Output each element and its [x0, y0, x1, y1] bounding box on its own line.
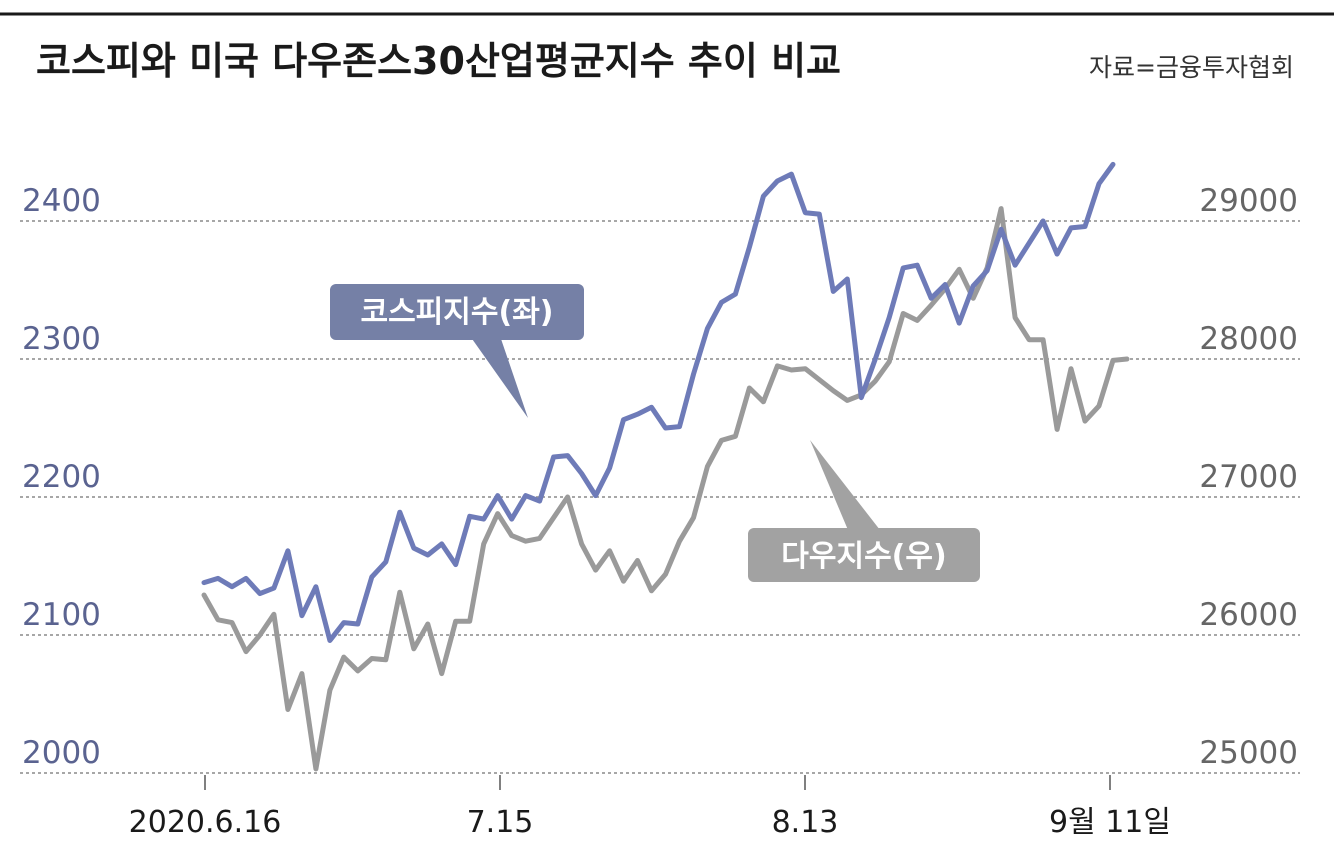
- callout-kospi: 코스피지수(좌): [330, 284, 584, 418]
- series-layer: [201, 161, 1130, 772]
- callout-dow-box: [748, 528, 980, 582]
- chart-title: 코스피와 미국 다우존스30산업평균지수 추이 비교: [36, 39, 841, 83]
- right-tick-label: 27000: [1199, 459, 1298, 495]
- right-tick-label: 26000: [1199, 597, 1298, 633]
- callout-dow-pointer: [810, 440, 880, 530]
- callout-kospi-box: [330, 284, 584, 340]
- callout-dow-label: 다우지수(우): [781, 539, 946, 574]
- right-tick-label: 28000: [1199, 321, 1298, 357]
- x-axis: 2020.6.16 7.15 8.13 9월 11일: [129, 775, 1171, 840]
- x-tick-label: 7.15: [467, 805, 534, 840]
- x-tick-label: 8.13: [772, 805, 839, 840]
- x-tick-label: 9월 11일: [1049, 805, 1171, 840]
- x-tick-label: 2020.6.16: [129, 805, 282, 840]
- left-tick-label: 2000: [22, 735, 101, 771]
- callout-kospi-label: 코스피지수(좌): [360, 295, 553, 330]
- callout-kospi-pointer: [470, 336, 528, 418]
- left-axis-ticks: 2000 2100 2200 2300 2400: [22, 183, 101, 771]
- right-axis-ticks: 25000 26000 27000 28000 29000: [1199, 183, 1298, 771]
- series-line-kospi: [201, 161, 1116, 643]
- left-tick-label: 2400: [22, 183, 101, 219]
- callout-dow: 다우지수(우): [748, 440, 980, 582]
- grid: [20, 220, 1300, 774]
- left-tick-label: 2300: [22, 321, 101, 357]
- right-tick-label: 25000: [1199, 735, 1298, 771]
- source-note: 자료=금융투자협회: [1089, 53, 1294, 82]
- series-line-dow: [201, 206, 1130, 772]
- right-tick-label: 29000: [1199, 183, 1298, 219]
- left-tick-label: 2100: [22, 597, 101, 633]
- left-tick-label: 2200: [22, 459, 101, 495]
